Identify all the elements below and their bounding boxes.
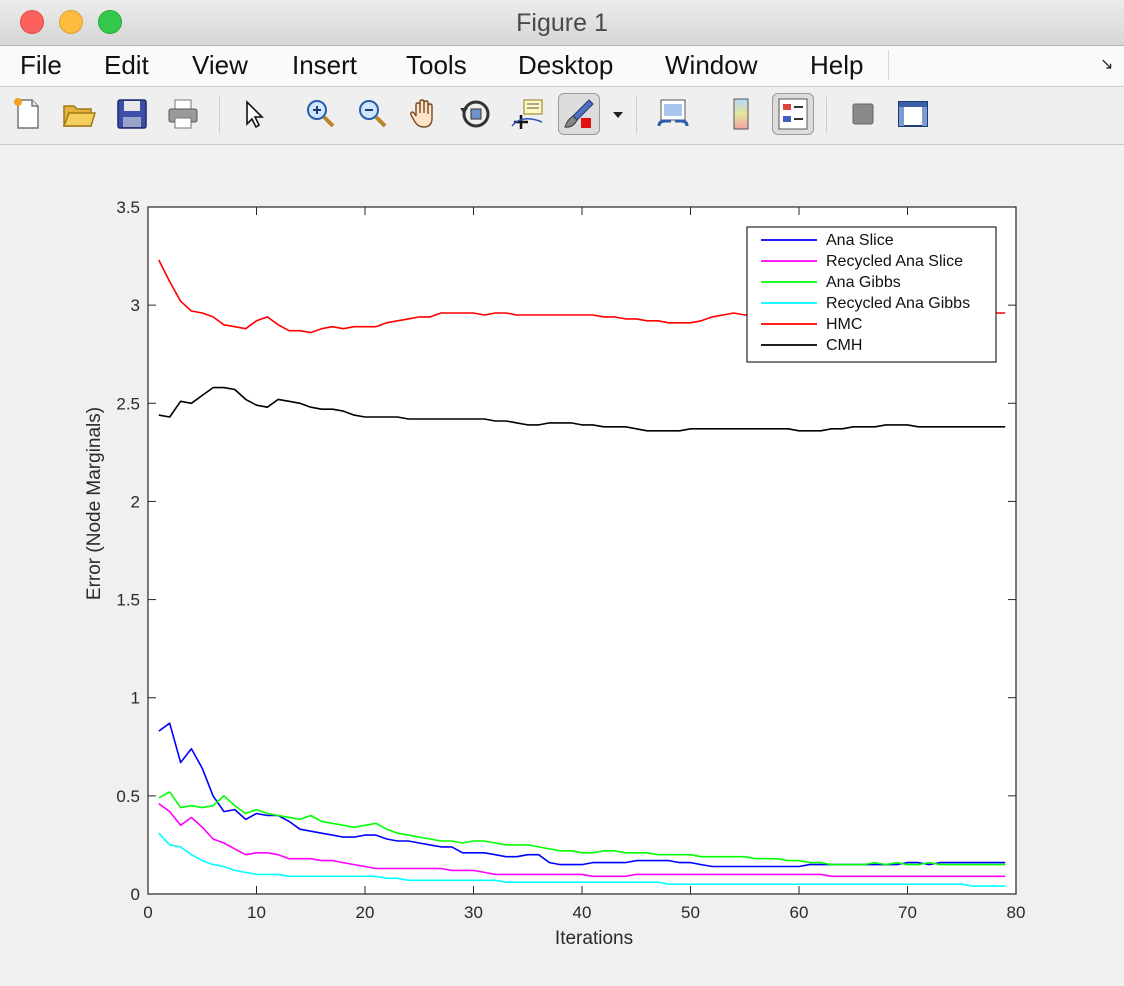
x-tick-label: 10 [247,903,266,922]
menu-help[interactable]: Help [810,50,864,80]
pointer-icon[interactable] [237,96,273,132]
menubar: File Edit View Insert Tools Desktop Wind… [0,46,1124,87]
menu-insert[interactable]: Insert [292,50,358,80]
colorbar-icon[interactable] [724,96,760,132]
legend-entry: Ana Slice [826,232,894,249]
window-title: Figure 1 [516,9,608,37]
figure-toolbar [0,87,1124,145]
x-tick-label: 20 [356,903,375,922]
toolbar-divider [826,97,827,133]
series-line-ana-gibbs [158,791,1006,866]
dropdown-arrow-icon[interactable] [613,112,623,118]
menu-divider [888,50,889,80]
legend-entry: Ana Gibbs [826,274,901,291]
show-plot-tools-icon[interactable] [895,96,931,132]
y-tick-label: 3 [131,296,140,315]
legend-entry: HMC [826,316,862,333]
zoom-in-icon[interactable] [302,96,338,132]
legend-icon[interactable] [775,96,811,132]
close-window-icon[interactable] [20,10,44,34]
save-icon[interactable] [114,96,150,132]
x-tick-label: 30 [464,903,483,922]
line-chart: 0 10 20 30 40 50 60 70 80 0 0.5 1 1.5 2 2.5 3 3.5 Iterati… [84,198,1026,949]
dock-arrow-icon[interactable]: ↘ [1100,56,1114,73]
y-tick-label: 3.5 [116,198,140,217]
hide-plot-tools-icon[interactable] [845,96,881,132]
toolbar-divider [219,97,220,133]
link-plot-icon[interactable] [655,96,691,132]
menu-view[interactable]: View [192,50,248,80]
x-tick-label: 60 [790,903,809,922]
series-line-recycled-ana-slice [158,803,1006,878]
figure-canvas: 0 10 20 30 40 50 60 70 80 0 0.5 1 1.5 2 2.5 3 3.5 Iterati… [0,145,1124,986]
x-tick-label: 0 [143,903,152,922]
y-tick-label: 2.5 [116,394,140,413]
window-titlebar: Figure 1 [0,0,1124,46]
toolbar-divider [636,97,637,133]
y-tick-label: 0 [131,885,140,904]
open-file-icon[interactable] [61,96,97,132]
y-tick-label: 1 [131,689,140,708]
menu-desktop[interactable]: Desktop [518,50,614,80]
minimize-window-icon[interactable] [59,10,83,34]
legend-entry: Recycled Ana Slice [826,253,963,270]
print-icon[interactable] [165,96,201,132]
series-line-cmh [158,386,1006,432]
menu-tools[interactable]: Tools [406,50,467,80]
x-tick-label: 80 [1007,903,1026,922]
menu-file[interactable]: File [20,50,62,80]
x-tick-label: 50 [681,903,700,922]
x-axis-label: Iterations [555,928,633,949]
series-line-recycled-ana-gibbs [158,832,1006,887]
x-tick-label: 40 [573,903,592,922]
brush-icon[interactable] [561,96,597,132]
legend-box [746,226,997,363]
maximize-window-icon[interactable] [98,10,122,34]
pan-hand-icon[interactable] [406,96,442,132]
legend-entry: Recycled Ana Gibbs [826,295,970,312]
y-tick-label: 2 [131,492,140,511]
legend-entry: CMH [826,337,862,354]
menu-edit[interactable]: Edit [104,50,149,80]
zoom-out-icon[interactable] [354,96,390,132]
rotate-3d-icon[interactable] [458,96,494,132]
data-cursor-icon[interactable] [510,96,546,132]
y-axis-label: Error (Node Marginals) [84,407,105,600]
menu-window[interactable]: Window [665,50,758,80]
x-tick-label: 70 [898,903,917,922]
new-figure-icon[interactable] [10,96,46,132]
y-tick-label: 0.5 [116,787,140,806]
y-tick-label: 1.5 [116,591,140,610]
